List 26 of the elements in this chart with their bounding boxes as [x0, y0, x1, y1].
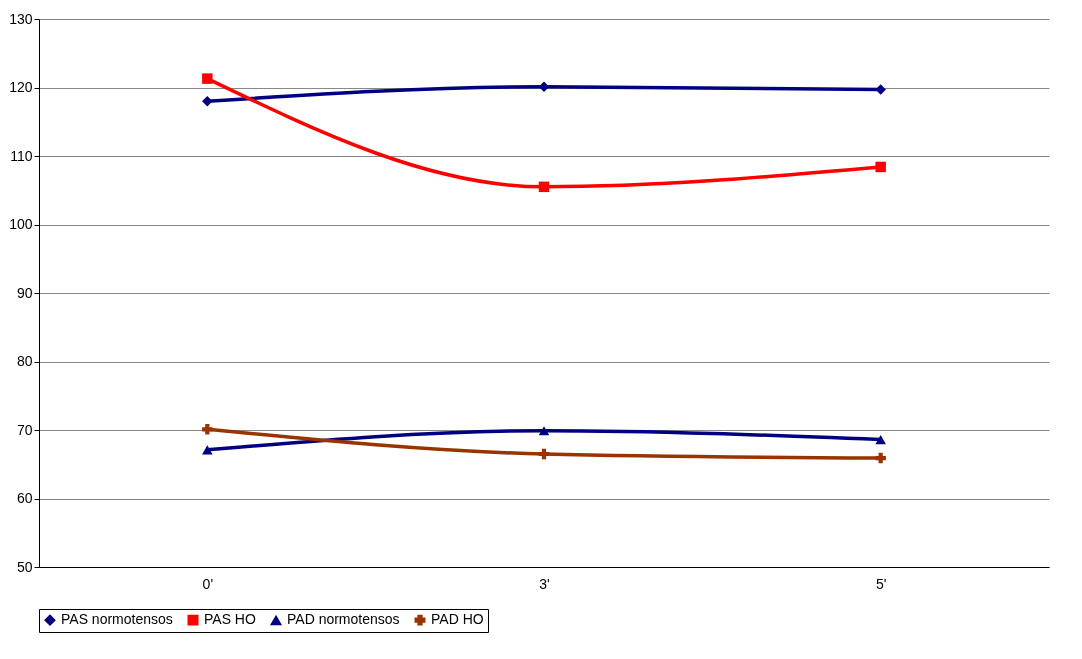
y-tick-label: 130 — [9, 10, 33, 27]
point — [875, 161, 886, 173]
y-tick-label: 60 — [16, 490, 33, 506]
y-tick-label: 70 — [16, 421, 33, 438]
point — [538, 448, 550, 460]
y-tick-label: 110 — [10, 147, 33, 164]
legend-label: PAS HO — [204, 611, 256, 628]
x-tick-label: 3' — [539, 575, 550, 592]
legend-label: PAD HO — [431, 611, 484, 628]
point — [202, 424, 213, 435]
y-tick-label: 50 — [16, 558, 33, 575]
y-tick-label: 120 — [9, 79, 33, 95]
point — [202, 95, 213, 107]
point — [202, 445, 213, 455]
point — [875, 435, 886, 445]
x-tick-label: 5' — [875, 575, 887, 592]
y-tick-label: 90 — [16, 284, 33, 301]
point — [538, 426, 550, 436]
legend-label: PAS normotensos — [61, 611, 173, 628]
point — [538, 181, 550, 193]
point — [202, 73, 213, 84]
y-tick-label: 80 — [16, 353, 33, 369]
point — [875, 452, 886, 464]
y-tick-label: 100 — [9, 216, 33, 232]
legend-label: PAD normotensos — [287, 611, 400, 628]
x-tick-label: 0' — [202, 575, 214, 592]
